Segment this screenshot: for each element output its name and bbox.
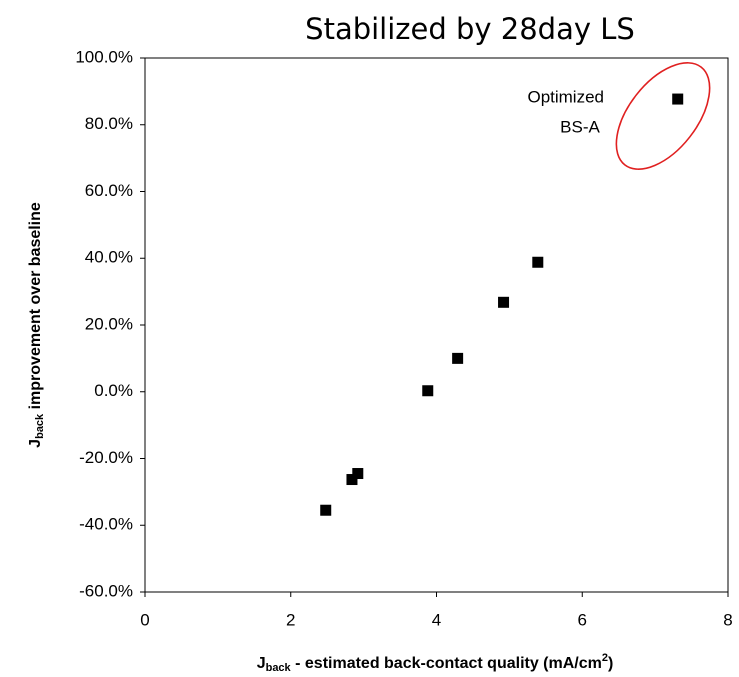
point: [352, 468, 364, 480]
y-axis-title-sub: back: [34, 413, 46, 439]
x-axis-title: Jback - estimated back-contact quality (…: [257, 652, 614, 674]
x-tick-label: 2: [286, 610, 295, 629]
x-axis-title-sup: 2: [602, 652, 608, 664]
x-tick-label: 6: [578, 610, 587, 629]
x-axis-title-sub: back: [266, 662, 292, 674]
highlight-ellipse: [615, 62, 711, 170]
y-tick-label: 0.0%: [94, 381, 133, 400]
point: [532, 256, 544, 268]
x-axis-title-part: - estimated back-contact quality (mA/cm: [291, 655, 602, 672]
point: [452, 352, 464, 364]
y-axis-title: Jback improvement over baseline: [27, 202, 46, 448]
annotation: BS-A: [560, 117, 600, 136]
x-tick-label: 4: [432, 610, 441, 629]
y-tick-label: -60.0%: [79, 581, 133, 600]
chart-title: Stabilized by 28day LS: [305, 12, 635, 46]
point: [672, 93, 684, 105]
y-tick-label: -40.0%: [79, 515, 133, 534]
x-axis-title-part: J: [257, 655, 266, 672]
y-tick-label: 80.0%: [85, 114, 133, 133]
y-tick-label: 40.0%: [85, 248, 133, 267]
y-axis-title-part: improvement over baseline: [27, 202, 44, 414]
x-tick-label: 0: [140, 610, 149, 629]
y-tick-label: 20.0%: [85, 314, 133, 333]
point: [422, 385, 434, 397]
y-tick-label: 100.0%: [75, 47, 133, 66]
annotation: Optimized: [527, 87, 604, 106]
point: [320, 504, 332, 516]
y-tick-label: -20.0%: [79, 448, 133, 467]
point: [346, 474, 358, 486]
x-tick-label: 8: [723, 610, 732, 629]
point: [498, 296, 510, 308]
x-axis-title-part: ): [608, 655, 613, 672]
y-axis-title-part: J: [27, 439, 44, 448]
plot-frame: [144, 57, 729, 593]
y-tick-label: 60.0%: [85, 181, 133, 200]
